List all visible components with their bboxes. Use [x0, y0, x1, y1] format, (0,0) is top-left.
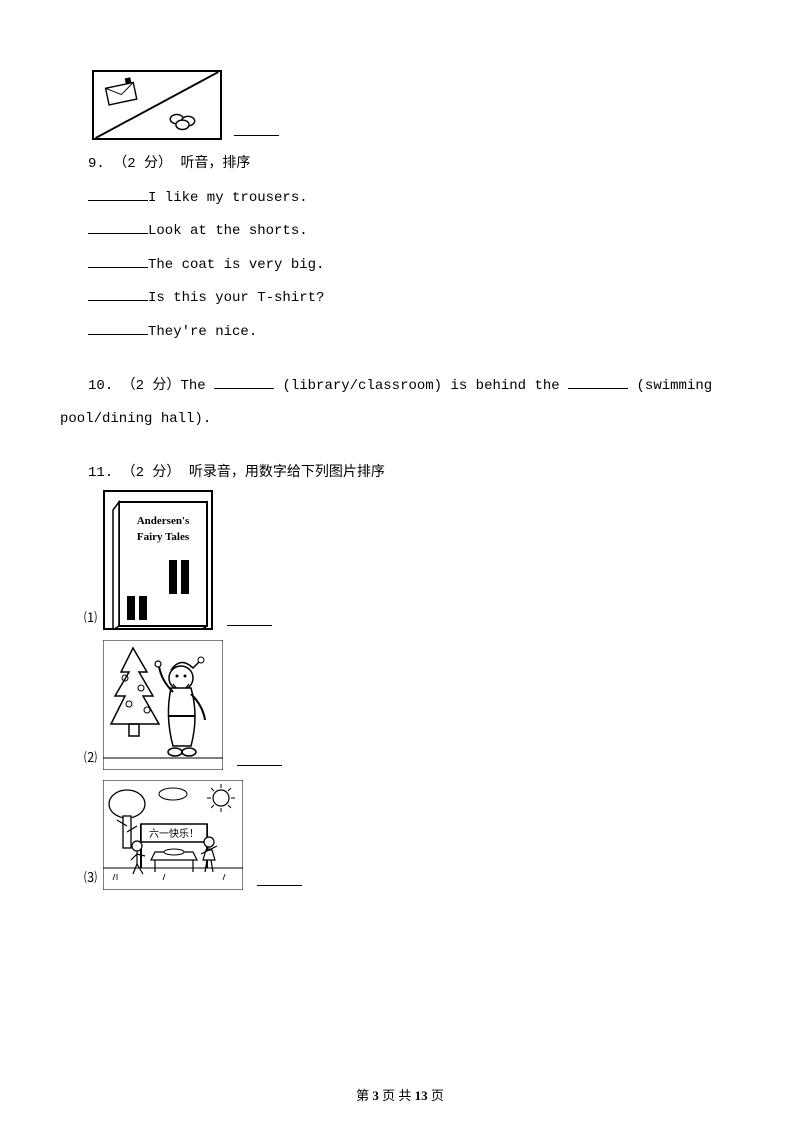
- q9-line-1: I like my trousers.: [60, 182, 740, 216]
- childrens-day-image: 六一快乐！: [103, 780, 243, 890]
- q9-header: 9. （2 分） 听音，排序: [60, 148, 740, 182]
- question-11: 11. （2 分） 听录音，用数字给下列图片排序 ⑴ Andersen's Fa…: [60, 457, 740, 891]
- q8-answer-blank[interactable]: [234, 122, 279, 136]
- q11-item-2: ⑵: [84, 640, 740, 770]
- q11-blank-3[interactable]: [257, 872, 302, 886]
- q9-blank-3[interactable]: [88, 254, 148, 268]
- q10-number: 10.: [88, 378, 113, 394]
- q11-header: 11. （2 分） 听录音，用数字给下列图片排序: [60, 457, 740, 491]
- q11-points: （2 分）: [122, 465, 181, 481]
- footer-middle: 页 共: [379, 1088, 415, 1103]
- q11-blank-1[interactable]: [227, 612, 272, 626]
- q11-num-1: ⑴: [84, 607, 97, 626]
- q10-blank-2[interactable]: [568, 375, 628, 389]
- q9-blank-4[interactable]: [88, 287, 148, 301]
- q9-title: 听音，排序: [180, 156, 250, 172]
- footer-suffix: 页: [428, 1088, 444, 1103]
- q9-blank-2[interactable]: [88, 220, 148, 234]
- santa-image: [103, 640, 223, 770]
- q10-points: （2 分）: [122, 378, 181, 394]
- q11-num-3: ⑶: [84, 867, 97, 886]
- q11-title: 听录音，用数字给下列图片排序: [189, 465, 385, 481]
- q9-text-4: Is this your T-shirt?: [148, 290, 324, 306]
- question-10: 10. （2 分）The (library/classroom) is behi…: [60, 370, 740, 437]
- q10-blank-1[interactable]: [214, 375, 274, 389]
- q9-line-5: They're nice.: [60, 316, 740, 350]
- q10-body: 10. （2 分）The (library/classroom) is behi…: [60, 370, 740, 437]
- svg-text:六一快乐！: 六一快乐！: [149, 828, 199, 840]
- question-9: 9. （2 分） 听音，排序 I like my trousers. Look …: [60, 148, 740, 350]
- q9-text-3: The coat is very big.: [148, 257, 324, 273]
- q10-options-a: (library/classroom) is behind the: [274, 378, 568, 394]
- q9-points: （2 分）: [113, 156, 172, 172]
- q9-line-4: Is this your T-shirt?: [60, 282, 740, 316]
- q11-blank-2[interactable]: [237, 752, 282, 766]
- q11-item-3: ⑶: [84, 780, 740, 890]
- exam-page: 9. （2 分） 听音，排序 I like my trousers. Look …: [0, 0, 800, 1132]
- svg-text:Andersen's: Andersen's: [137, 515, 190, 527]
- q9-blank-5[interactable]: [88, 321, 148, 335]
- footer-prefix: 第: [356, 1088, 372, 1103]
- q9-text-5: They're nice.: [148, 324, 257, 340]
- q9-blank-1[interactable]: [88, 187, 148, 201]
- q9-text-1: I like my trousers.: [148, 190, 308, 206]
- book-image: Andersen's Fairy Tales: [103, 490, 213, 630]
- q9-line-3: The coat is very big.: [60, 249, 740, 283]
- q11-item-1: ⑴ Andersen's Fairy Tales: [84, 490, 740, 630]
- q11-num-2: ⑵: [84, 747, 97, 766]
- footer-total: 13: [415, 1088, 428, 1103]
- svg-text:Fairy Tales: Fairy Tales: [137, 531, 190, 543]
- q9-line-2: Look at the shorts.: [60, 215, 740, 249]
- q9-number: 9.: [88, 156, 105, 172]
- letter-coins-image: [92, 70, 222, 140]
- q10-text-a: The: [180, 378, 214, 394]
- q11-number: 11.: [88, 465, 113, 481]
- q9-text-2: Look at the shorts.: [148, 223, 308, 239]
- page-footer: 第 3 页 共 13 页: [0, 1085, 800, 1104]
- q8-image-row: [92, 70, 740, 140]
